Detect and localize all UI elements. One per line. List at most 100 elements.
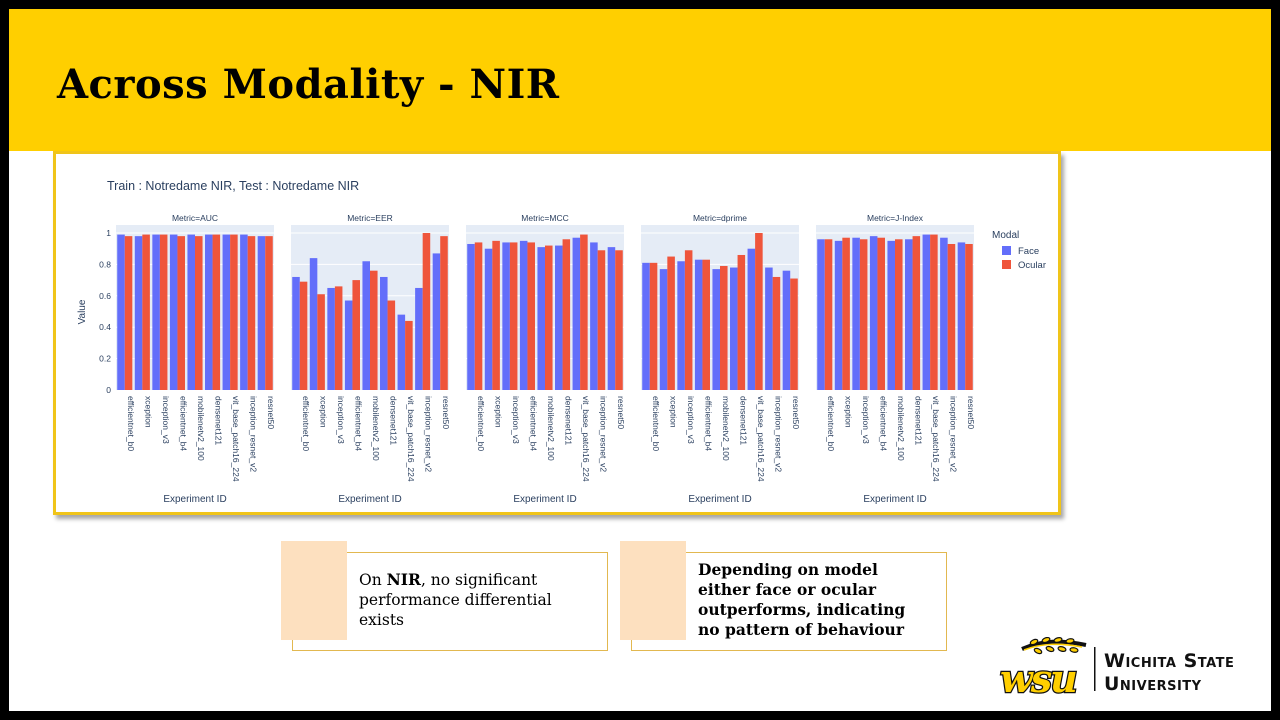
bar-face <box>572 237 581 390</box>
wichita-state-logo: wsu Wichita State University <box>999 637 1234 697</box>
bar-ocular <box>142 234 150 390</box>
x-tick-label: efficientnet_b0 <box>651 396 661 451</box>
bar-face <box>415 287 423 390</box>
y-tick-label: 0.6 <box>99 291 111 301</box>
x-tick-label: vit_base_patch16_224 <box>756 396 766 482</box>
bar-ocular <box>474 242 483 390</box>
bar-face <box>432 253 441 390</box>
panel-title: Metric=EER <box>347 213 393 223</box>
bar-face <box>922 234 931 390</box>
bar-ocular <box>895 239 903 390</box>
x-tick-label: inception_resnet_v2 <box>774 396 784 472</box>
bar-face <box>467 243 475 390</box>
bar-face <box>117 234 125 390</box>
bar-ocular <box>492 240 500 390</box>
bar-face <box>327 287 335 390</box>
x-axis-title: Experiment ID <box>688 494 751 505</box>
bar-face <box>240 234 248 390</box>
x-tick-label: densenet121 <box>739 396 749 445</box>
bar-ocular <box>737 254 746 390</box>
slide: Across Modality - NIR Train : Notredame … <box>9 9 1271 711</box>
x-tick-label: efficientnet_b0 <box>476 396 486 451</box>
x-tick-label: inception_v3 <box>336 396 346 444</box>
wsu-mark: wsu <box>1000 656 1076 697</box>
x-axis-title: Experiment ID <box>338 494 401 505</box>
bar-face <box>905 239 913 390</box>
x-tick-label: densenet121 <box>914 396 924 445</box>
bar-face <box>169 234 178 390</box>
bar-face <box>712 269 720 390</box>
x-tick-label: resnet50 <box>616 396 626 429</box>
bar-ocular <box>265 236 273 390</box>
x-tick-label: inception_resnet_v2 <box>599 396 609 472</box>
bar-face <box>502 242 510 390</box>
bar-face <box>607 247 616 390</box>
legend-title: Modal <box>992 230 1019 241</box>
bar-face <box>187 234 195 390</box>
bar-face <box>852 237 860 390</box>
x-tick-label: efficientnet_b4 <box>528 396 538 451</box>
bar-face <box>869 236 878 390</box>
bar-face <box>817 239 825 390</box>
bar-ocular <box>720 265 728 390</box>
x-tick-label: mobilenetv2_100 <box>546 396 556 461</box>
bar-ocular <box>947 243 956 390</box>
x-tick-label: efficientnet_b4 <box>353 396 363 451</box>
y-tick-label: 0.8 <box>99 259 111 269</box>
x-tick-label: mobilenetv2_100 <box>371 396 381 461</box>
x-tick-label: densenet121 <box>389 396 399 445</box>
bar-ocular <box>649 262 658 390</box>
x-tick-label: efficientnet_b0 <box>826 396 836 451</box>
faceted-bar-chart: Train : Notredame NIR, Test : Notredame … <box>77 179 1046 505</box>
slide-title: Across Modality - NIR <box>57 61 560 108</box>
logo-line-1: Wichita State <box>1104 650 1234 672</box>
bar-ocular <box>702 259 710 390</box>
bar-ocular <box>859 239 868 390</box>
bar-face <box>590 242 598 390</box>
bar-face <box>397 314 406 390</box>
y-axis-title: Value <box>77 299 88 324</box>
bar-face <box>642 262 650 390</box>
x-tick-label: inception_resnet_v2 <box>949 396 959 472</box>
bar-ocular <box>545 245 553 390</box>
bar-ocular <box>230 234 238 390</box>
bar-face <box>659 269 668 390</box>
legend-label-ocular: Ocular <box>1018 260 1046 271</box>
chart-frame: Train : Notredame NIR, Test : Notredame … <box>53 151 1061 515</box>
x-tick-label: efficientnet_b0 <box>301 396 311 451</box>
x-tick-label: xception <box>318 396 328 428</box>
bar-ocular <box>299 281 308 390</box>
callout-2-text-part: Depending on model either face or ocular… <box>698 560 906 639</box>
bar-face <box>205 234 213 390</box>
bar-ocular <box>667 256 675 390</box>
callout-1-text-part: NIR <box>386 570 421 589</box>
bar-face <box>782 270 791 390</box>
bar-ocular <box>195 236 203 390</box>
bar-ocular <box>755 233 763 390</box>
x-tick-label: inception_v3 <box>686 396 696 444</box>
bar-face <box>134 236 143 390</box>
bar-face <box>747 248 756 390</box>
legend-swatch-face <box>1002 246 1011 255</box>
bar-ocular <box>790 278 798 390</box>
x-tick-label: resnet50 <box>966 396 976 429</box>
bar-face <box>555 245 563 390</box>
callout-1-text-part: On <box>359 571 387 589</box>
chart-panels: 0 0.2 0.4 0.6 0.8 1 Metric=AUC efficientnet_b0 x… <box>99 213 976 505</box>
bar-ocular <box>124 236 133 390</box>
x-tick-label: efficientnet_b4 <box>878 396 888 451</box>
bar-ocular <box>352 280 360 390</box>
y-tick-label: 0.2 <box>99 354 111 364</box>
x-tick-label: xception <box>143 396 153 428</box>
y-tick-label: 0 <box>106 385 111 395</box>
bar-ocular <box>877 237 885 390</box>
callout-1-text-part: , no significant performance differentia… <box>359 571 552 629</box>
bar-face <box>730 267 738 390</box>
callout-2-accent <box>620 541 686 640</box>
bar-ocular <box>772 276 781 390</box>
bar-ocular <box>422 233 431 390</box>
bar-ocular <box>615 250 623 390</box>
title-banner: Across Modality - NIR <box>9 9 1271 151</box>
bar-ocular <box>370 270 378 390</box>
bar-ocular <box>912 236 921 390</box>
